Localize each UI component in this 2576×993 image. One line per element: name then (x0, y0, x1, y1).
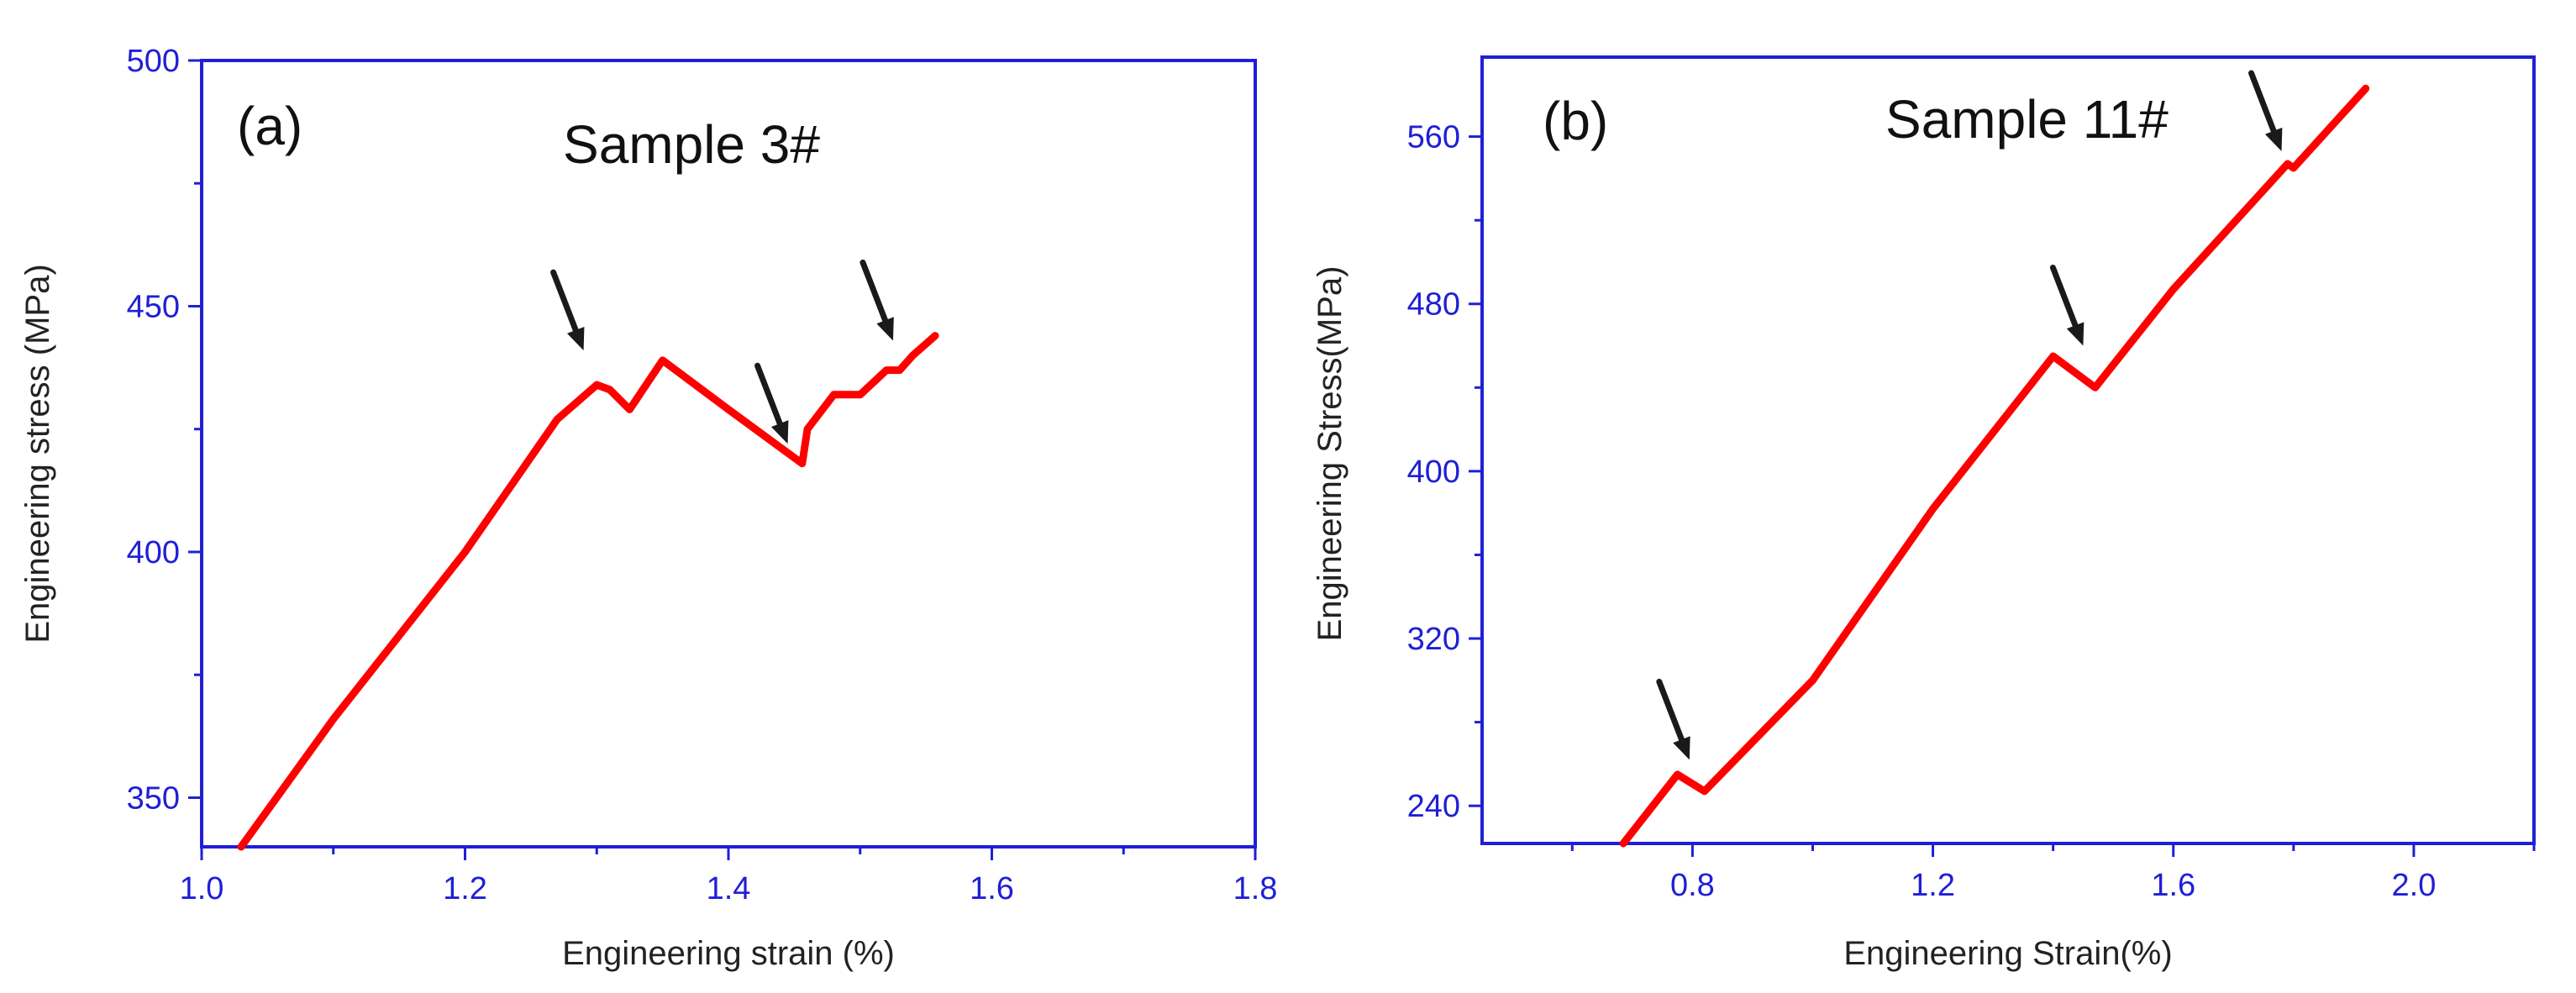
annotation-arrow (1656, 678, 1690, 760)
x-tick-label: 1.8 (1233, 871, 1278, 906)
tick-group: 0.8 1.2 1.6 2.0 240 320 400 480 560 (1407, 120, 2536, 903)
y-tick-label: 400 (1407, 454, 1460, 490)
y-axis-label: Engineering stress (MPa) (19, 264, 56, 643)
data-line (237, 332, 939, 851)
y-tick-label: 480 (1407, 287, 1460, 323)
x-tick-label: 1.6 (970, 871, 1014, 906)
mark-group (237, 259, 939, 851)
y-tick-label: 320 (1407, 622, 1460, 657)
annotation-arrow (550, 269, 585, 351)
annotation-arrow (754, 362, 789, 444)
arrow-head (2066, 322, 2084, 346)
y-tick-label: 450 (127, 290, 180, 325)
panel-a-chart: (a) Sample 3# Engineering strain (%) Eng… (19, 44, 1277, 972)
data-line (1619, 84, 2370, 848)
arrow-head (876, 317, 894, 341)
arrow-head (770, 420, 789, 444)
panel-b-chart: (b) Sample 11# Engineering Strain(%) Eng… (1312, 55, 2536, 972)
x-tick-label: 0.8 (1670, 868, 1715, 903)
y-tick-label: 350 (127, 781, 180, 817)
annotation-arrow (2049, 265, 2084, 346)
arrow-shaft (2248, 70, 2277, 134)
panel-label: (a) (237, 96, 302, 156)
mark-group (1619, 70, 2370, 848)
x-axis-label: Engineering Strain(%) (1843, 935, 2172, 972)
y-tick-label: 560 (1407, 120, 1460, 155)
annotation-arrow (2248, 70, 2283, 152)
chart-title: Sample 3# (563, 114, 820, 175)
x-tick-label: 1.2 (443, 871, 487, 906)
x-axis-label: Engineering strain (%) (562, 935, 895, 972)
arrow-shaft (860, 259, 889, 323)
plot-frame (1480, 55, 2536, 845)
annotation-arrow (860, 259, 894, 341)
y-tick-label: 400 (127, 535, 180, 570)
x-tick-label: 1.6 (2151, 868, 2195, 903)
arrow-head (1673, 736, 1690, 760)
y-axis-label: Engineering Stress(MPa) (1312, 266, 1348, 642)
x-tick-label: 1.4 (707, 871, 751, 906)
arrow-shaft (2049, 265, 2079, 328)
x-tick-label: 1.2 (1911, 868, 1955, 903)
y-tick-label: 500 (127, 44, 180, 79)
y-tick-label: 240 (1407, 789, 1460, 824)
arrow-head (2264, 127, 2283, 152)
x-tick-label: 1.0 (180, 871, 224, 906)
chart-title: Sample 11# (1885, 89, 2169, 150)
arrow-shaft (754, 362, 783, 427)
plot-frame (200, 59, 1257, 849)
tick-group: 1.0 1.2 1.4 1.6 1.8 350 400 450 500 (127, 44, 1278, 906)
panel-label: (b) (1543, 91, 1608, 151)
arrow-head (566, 327, 585, 351)
arrow-shaft (550, 269, 579, 334)
arrow-shaft (1656, 678, 1685, 743)
x-tick-label: 2.0 (2392, 868, 2437, 903)
